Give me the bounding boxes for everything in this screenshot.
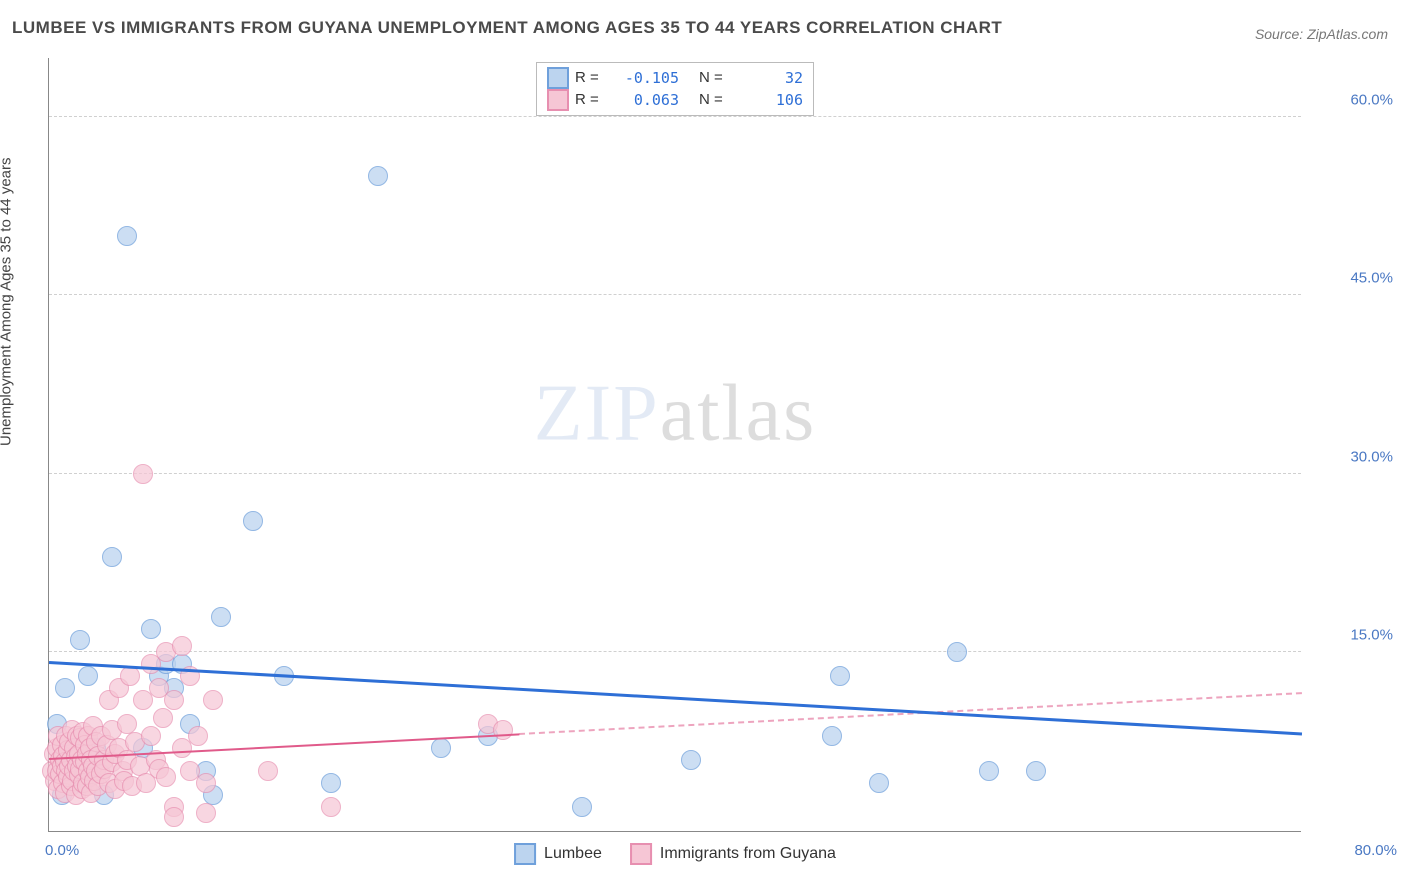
- data-point: [431, 738, 451, 758]
- y-tick-label: 60.0%: [1313, 91, 1393, 108]
- data-point: [1026, 761, 1046, 781]
- data-point: [321, 773, 341, 793]
- r-value-b: 0.063: [615, 89, 679, 111]
- stats-row-series-b: R = 0.063 N = 106: [547, 89, 803, 111]
- data-point: [141, 726, 161, 746]
- data-point: [572, 797, 592, 817]
- data-point: [133, 464, 153, 484]
- data-point: [153, 708, 173, 728]
- data-point: [156, 767, 176, 787]
- swatch-b-icon: [630, 843, 652, 865]
- data-point: [830, 666, 850, 686]
- y-tick-label: 45.0%: [1313, 270, 1393, 287]
- stats-legend: R = -0.105 N = 32 R = 0.063 N = 106: [536, 62, 814, 116]
- data-point: [681, 750, 701, 770]
- data-point: [164, 690, 184, 710]
- data-point: [102, 547, 122, 567]
- data-point: [203, 690, 223, 710]
- r-value-a: -0.105: [615, 67, 679, 89]
- watermark: ZIPatlas: [534, 368, 817, 459]
- chart-title: LUMBEE VS IMMIGRANTS FROM GUYANA UNEMPLO…: [12, 18, 1002, 38]
- legend-item-b: Immigrants from Guyana: [630, 843, 836, 865]
- plot-area: ZIPatlas R = -0.105 N = 32 R = 0.063 N =…: [48, 58, 1301, 832]
- data-point: [120, 666, 140, 686]
- swatch-a-icon: [514, 843, 536, 865]
- swatch-series-a: [547, 67, 569, 89]
- data-point: [196, 803, 216, 823]
- series-legend: Lumbee Immigrants from Guyana: [514, 843, 836, 865]
- data-point: [979, 761, 999, 781]
- source-link[interactable]: ZipAtlas.com: [1307, 26, 1388, 42]
- data-point: [822, 726, 842, 746]
- correlation-chart: LUMBEE VS IMMIGRANTS FROM GUYANA UNEMPLO…: [0, 0, 1406, 892]
- swatch-series-b: [547, 89, 569, 111]
- data-point: [78, 666, 98, 686]
- data-point: [321, 797, 341, 817]
- data-point: [493, 720, 513, 740]
- data-point: [172, 636, 192, 656]
- data-point: [70, 630, 90, 650]
- x-tick-min: 0.0%: [45, 842, 79, 859]
- data-point: [368, 166, 388, 186]
- gridline: [49, 651, 1301, 652]
- data-point: [258, 761, 278, 781]
- data-point: [243, 511, 263, 531]
- data-point: [196, 773, 216, 793]
- gridline: [49, 116, 1301, 117]
- data-point: [55, 678, 75, 698]
- data-point: [117, 226, 137, 246]
- gridline: [49, 473, 1301, 474]
- n-value-a: 32: [739, 67, 803, 89]
- data-point: [869, 773, 889, 793]
- gridline: [49, 294, 1301, 295]
- stats-row-series-a: R = -0.105 N = 32: [547, 67, 803, 89]
- source-label: Source: ZipAtlas.com: [1255, 26, 1388, 42]
- y-tick-label: 15.0%: [1313, 627, 1393, 644]
- data-point: [947, 642, 967, 662]
- y-tick-label: 30.0%: [1313, 448, 1393, 465]
- legend-item-a: Lumbee: [514, 843, 602, 865]
- data-point: [164, 807, 184, 827]
- n-value-b: 106: [739, 89, 803, 111]
- data-point: [141, 619, 161, 639]
- x-tick-max: 80.0%: [1354, 842, 1397, 859]
- data-point: [188, 726, 208, 746]
- data-point: [211, 607, 231, 627]
- y-axis-label: Unemployment Among Ages 35 to 44 years: [0, 157, 15, 446]
